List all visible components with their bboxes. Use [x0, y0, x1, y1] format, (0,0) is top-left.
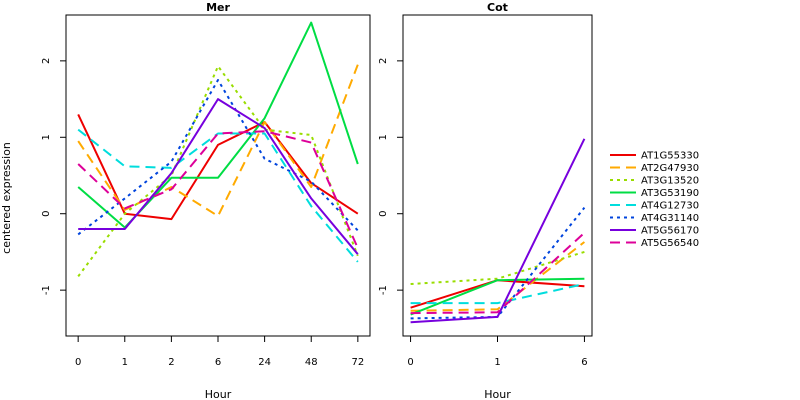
cot-x-tick-label: 1: [494, 357, 500, 368]
mer-y-tick-label: 1: [41, 134, 52, 140]
mer-x-tick-label: 48: [305, 357, 318, 368]
mer-x-axis-title: Hour: [205, 388, 232, 400]
legend-label-at1g55330: AT1G55330: [641, 151, 699, 162]
mer-x-tick-label: 24: [258, 357, 271, 368]
mer-panel-title: Mer: [206, 1, 230, 14]
mer-x-tick-label: 0: [75, 357, 81, 368]
mer-series-at3g13520: [77, 65, 359, 277]
legend-label-at4g31140: AT4G31140: [641, 213, 699, 224]
mer-series-at4g12730: [77, 128, 359, 263]
legend-label-at3g53190: AT3G53190: [641, 188, 699, 199]
legend-label-at2g47930: AT2G47930: [641, 163, 699, 174]
cot-y-tick-label: 1: [378, 134, 389, 140]
legend-label-at5g56540: AT5G56540: [641, 238, 699, 249]
cot-series-at3g13520: [410, 250, 585, 285]
panel-cot: Cot 0 1 6 Hour -1 0 1 2: [378, 1, 593, 400]
panel-mer: Mer 0 1 2 6 24 48 72 Hour -1 0 1 2: [41, 1, 371, 400]
mer-series-at2g47930: [77, 64, 359, 217]
legend-label-at3g13520: AT3G13520: [641, 176, 699, 187]
cot-series-at4g12730: [410, 283, 585, 305]
mer-x-tick-label: 6: [215, 357, 221, 368]
legend-label-at4g12730: AT4G12730: [641, 201, 699, 212]
mer-x-tick-label: 1: [122, 357, 128, 368]
cot-y-tick-label: 0: [378, 211, 389, 217]
cot-x-axis-title: Hour: [484, 388, 511, 400]
y-axis-title: centered expression: [0, 142, 13, 254]
mer-series-at3g53190: [77, 21, 359, 229]
cot-panel-title: Cot: [487, 1, 508, 14]
mer-series-at5g56540: [77, 130, 359, 249]
cot-x-tick-label: 6: [581, 357, 587, 368]
cot-series-at5g56170: [410, 138, 586, 324]
cot-y-tick-label: 2: [378, 58, 389, 64]
mer-y-tick-label: 2: [41, 58, 52, 64]
cot-series-at2g47930: [410, 241, 586, 312]
cot-y-tick-label: -1: [378, 285, 389, 295]
mer-x-tick-label: 2: [168, 357, 174, 368]
mer-series-at4g31140: [77, 79, 359, 236]
cot-series-at3g53190: [410, 277, 585, 316]
cot-plot-frame: [402, 14, 593, 337]
cot-x-tick-label: 0: [407, 357, 413, 368]
mer-x-tick-label: 72: [351, 357, 364, 368]
mer-y-tick-label: -1: [41, 285, 52, 295]
mer-y-tick-label: 0: [41, 211, 52, 217]
cot-series-at5g56540: [410, 232, 586, 315]
legend-label-at5g56170: AT5G56170: [641, 226, 699, 237]
mer-series-at5g56170: [78, 98, 359, 255]
